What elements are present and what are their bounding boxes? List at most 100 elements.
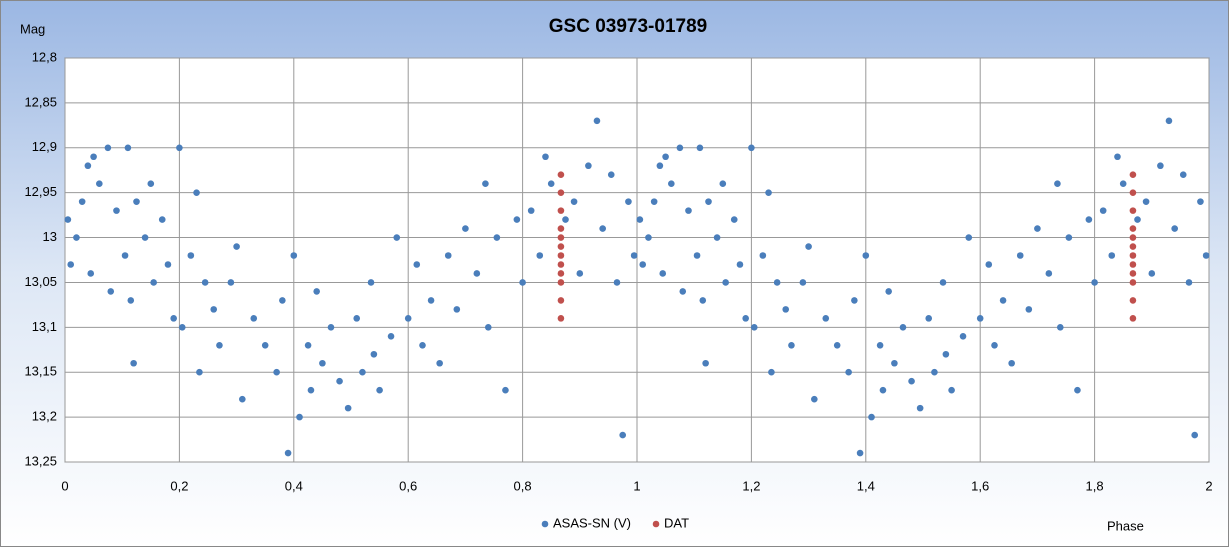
data-point (121, 252, 129, 259)
data-point (645, 234, 652, 241)
data-point (344, 404, 352, 412)
x-tick-label: 0,8 (514, 478, 532, 493)
data-point (107, 288, 115, 295)
data-point (1129, 234, 1137, 241)
data-point (387, 333, 395, 340)
data-point (570, 198, 578, 205)
data-point (822, 315, 830, 322)
data-point (67, 261, 75, 268)
data-point (327, 324, 335, 331)
data-point (367, 279, 375, 286)
data-point (176, 144, 183, 152)
data-point (768, 368, 775, 376)
data-point (1191, 431, 1198, 439)
data-point (679, 288, 687, 295)
data-point (1179, 171, 1187, 179)
data-point (1008, 359, 1015, 367)
x-tick-label: 0,4 (285, 478, 303, 493)
data-point (453, 306, 461, 313)
data-point (931, 368, 938, 376)
data-point (210, 306, 218, 313)
y-tick-label: 13,2 (32, 409, 57, 424)
data-point (1171, 225, 1178, 232)
data-point (279, 297, 286, 304)
data-point (296, 413, 303, 421)
data-point (1045, 270, 1053, 277)
data-point (805, 243, 812, 250)
data-point (702, 359, 709, 367)
data-point (876, 341, 884, 349)
legend-label: DAT (664, 515, 689, 530)
data-point (799, 279, 807, 286)
legend-marker (652, 520, 660, 528)
data-point (1114, 153, 1121, 161)
data-point (557, 234, 565, 241)
data-point (304, 341, 312, 349)
data-point (585, 162, 592, 170)
data-point (693, 252, 701, 259)
data-point (178, 324, 186, 331)
data-point (239, 395, 246, 403)
data-point (130, 359, 137, 367)
data-point (78, 198, 86, 205)
data-point (613, 279, 621, 286)
data-point (748, 144, 755, 152)
data-point (991, 341, 998, 349)
data-point (1099, 207, 1107, 214)
chart-title: GSC 03973-01789 (549, 16, 707, 37)
data-point (599, 225, 606, 232)
data-point (519, 279, 526, 286)
data-point (87, 270, 95, 277)
data-point (1129, 297, 1137, 304)
data-point (736, 261, 744, 268)
data-point (1129, 171, 1137, 179)
data-point (636, 216, 644, 223)
data-point (885, 288, 892, 295)
data-point (811, 395, 818, 403)
data-point (557, 261, 565, 268)
data-point (513, 216, 521, 223)
data-point (359, 368, 366, 376)
y-tick-label: 13,1 (32, 319, 57, 334)
data-point (833, 341, 841, 349)
data-point (851, 297, 858, 304)
data-point (730, 216, 738, 223)
data-point (473, 270, 481, 277)
x-tick-label: 2 (1205, 478, 1212, 493)
data-point (1129, 261, 1137, 268)
data-point (1129, 243, 1137, 250)
data-point (557, 270, 565, 277)
data-point (976, 315, 984, 322)
data-point (750, 324, 758, 331)
data-point (1197, 198, 1204, 205)
data-point (444, 252, 452, 259)
data-point (150, 279, 157, 286)
data-point (1034, 225, 1041, 232)
data-point (676, 144, 684, 152)
data-point (319, 359, 326, 367)
x-tick-label: 1 (633, 478, 640, 493)
data-point (370, 350, 378, 358)
data-point (899, 324, 907, 331)
data-point (593, 117, 601, 125)
data-point (1074, 386, 1081, 394)
data-point (1157, 162, 1164, 170)
data-point (193, 189, 200, 196)
data-point (1065, 234, 1073, 241)
data-point (959, 333, 967, 340)
data-point (1129, 207, 1137, 214)
data-point (124, 144, 132, 152)
data-point (639, 261, 647, 268)
data-point (1025, 306, 1033, 313)
data-point (96, 180, 103, 187)
x-tick-label: 1,2 (742, 478, 760, 493)
y-tick-label: 12,9 (32, 139, 57, 154)
data-point (90, 153, 97, 161)
data-point (158, 216, 166, 223)
data-point (659, 270, 667, 277)
data-point (1129, 279, 1137, 286)
data-point (170, 315, 177, 322)
data-point (113, 207, 120, 214)
data-point (64, 216, 72, 223)
x-tick-label: 0,2 (170, 478, 188, 493)
